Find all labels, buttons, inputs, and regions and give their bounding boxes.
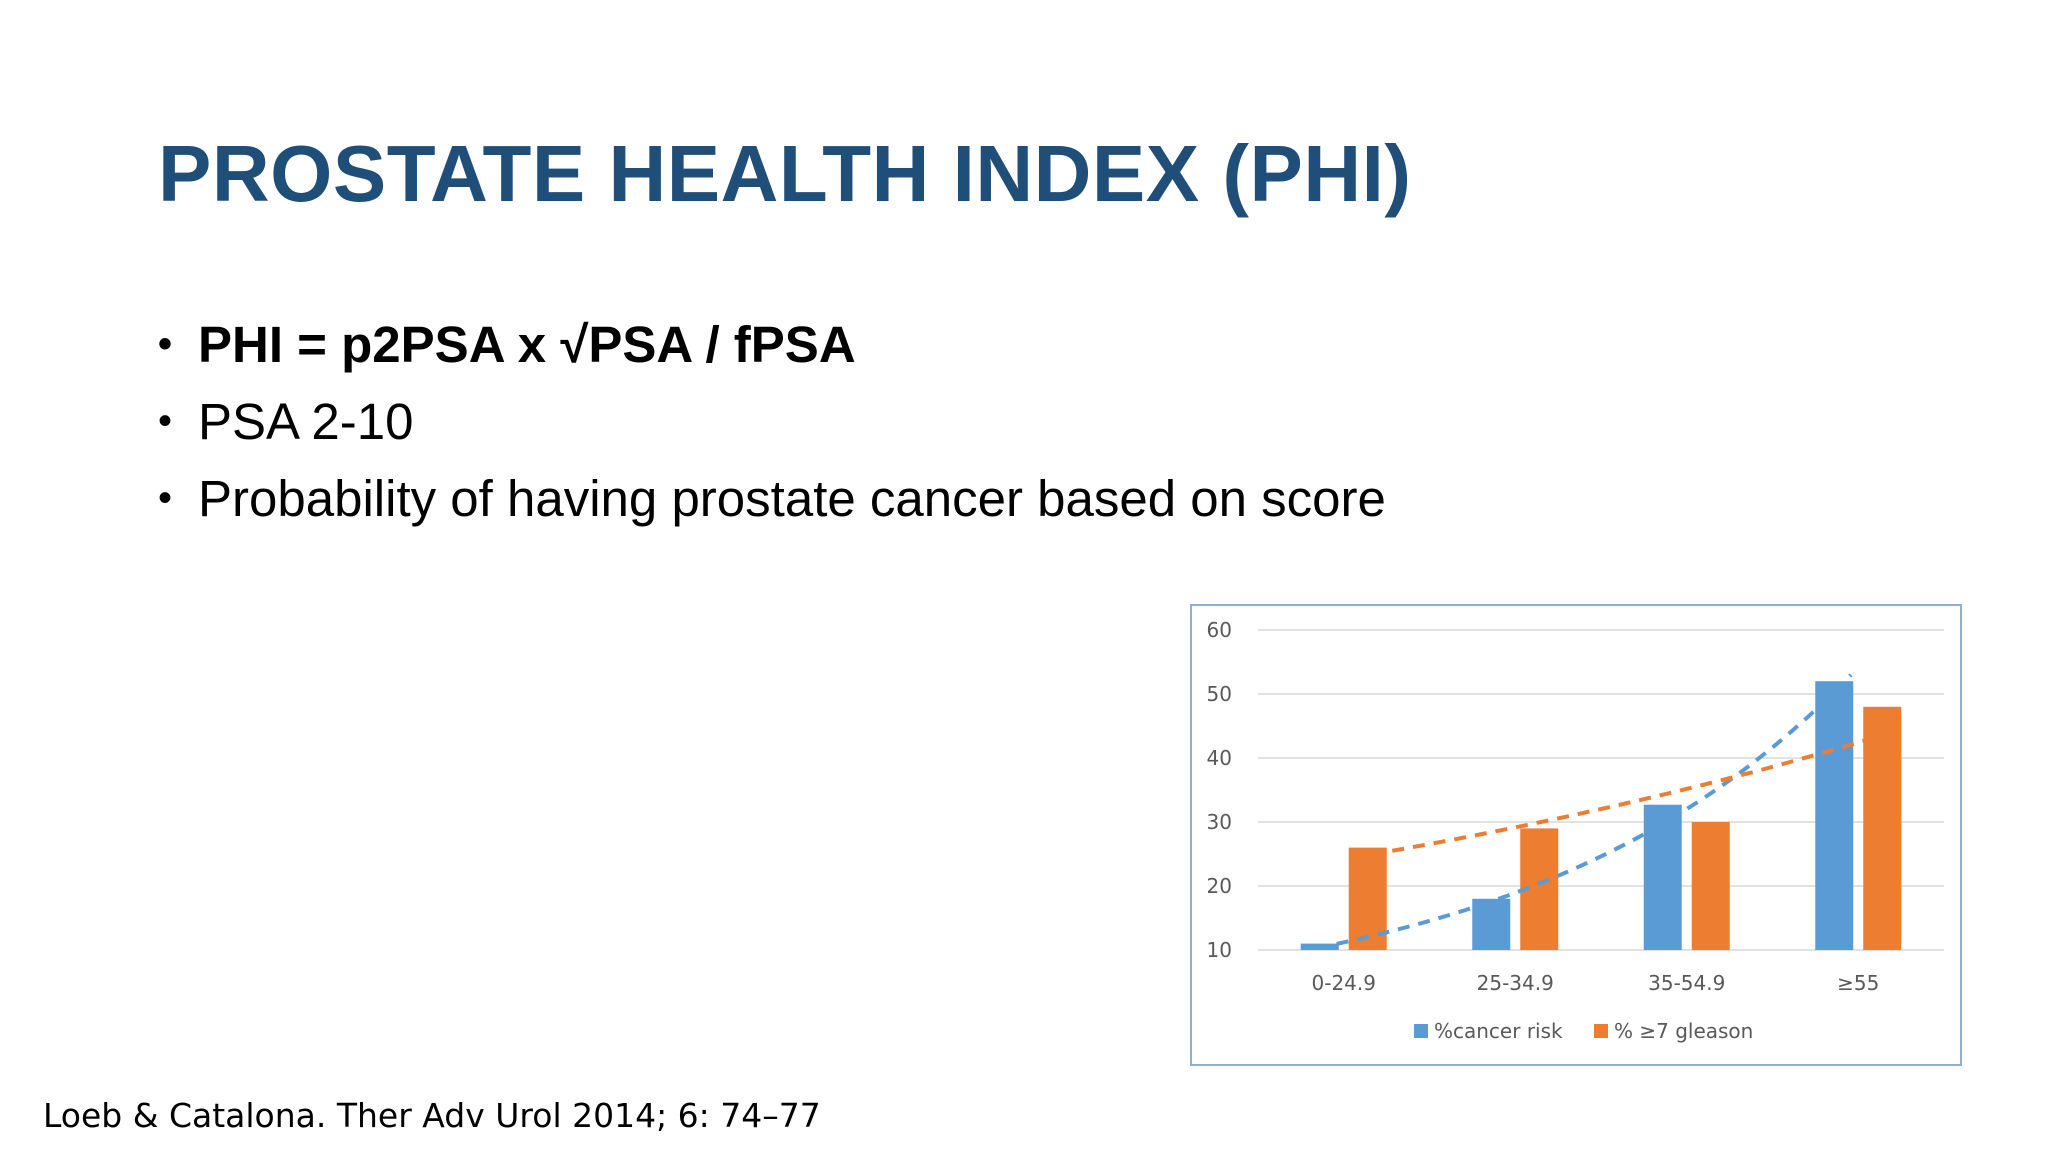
x-tick-label: ≥55 xyxy=(1837,971,1879,995)
bar xyxy=(1863,706,1902,950)
bar xyxy=(1815,681,1854,950)
chart-svg: 10 20 30 40 50 60 0-24.9 25-34.9 35-54.9 ≥55 %canc… xyxy=(1207,618,1944,1043)
x-tick-label: 35-54.9 xyxy=(1648,971,1725,995)
slide-title: PROSTATE HEALTH INDEX (PHI) xyxy=(158,129,1412,218)
y-tick-label: 30 xyxy=(1207,810,1232,834)
bullet-item: • Probability of having prostate cancer … xyxy=(158,460,1458,537)
y-tick-label: 50 xyxy=(1207,682,1232,706)
bullet-text: PHI = p2PSA x √PSA / fPSA xyxy=(198,316,856,373)
y-tick-label: 10 xyxy=(1207,938,1232,962)
bullet-text: Probability of having prostate cancer ba… xyxy=(198,470,1386,527)
y-tick-label: 60 xyxy=(1207,618,1232,642)
bullet-marker: • xyxy=(158,322,173,366)
bullet-text: PSA 2-10 xyxy=(198,393,414,450)
legend-swatch xyxy=(1414,1024,1428,1038)
y-tick-label: 40 xyxy=(1207,746,1232,770)
bullet-item: • PSA 2-10 xyxy=(158,383,1458,460)
legend-label: %cancer risk xyxy=(1434,1019,1563,1043)
bar xyxy=(1300,943,1339,950)
bullet-list: • PHI = p2PSA x √PSA / fPSA • PSA 2-10 •… xyxy=(158,306,1458,537)
bar xyxy=(1691,822,1730,950)
bullet-marker: • xyxy=(158,399,173,443)
x-tick-label: 25-34.9 xyxy=(1477,971,1554,995)
bullet-item: • PHI = p2PSA x √PSA / fPSA xyxy=(158,306,1458,383)
bar xyxy=(1472,898,1511,950)
bar xyxy=(1643,804,1682,950)
x-tick-label: 0-24.9 xyxy=(1312,971,1376,995)
bullet-marker: • xyxy=(158,476,173,520)
citation: Loeb & Catalona. Ther Adv Urol 2014; 6: … xyxy=(43,1096,821,1135)
legend-label: % ≥7 gleason xyxy=(1614,1019,1753,1043)
y-tick-label: 20 xyxy=(1207,874,1232,898)
legend-swatch xyxy=(1594,1024,1608,1038)
phi-chart: 10 20 30 40 50 60 0-24.9 25-34.9 35-54.9 ≥55 %canc… xyxy=(1190,604,1962,1066)
trendline xyxy=(1350,738,1867,860)
trendline xyxy=(1336,673,1853,946)
